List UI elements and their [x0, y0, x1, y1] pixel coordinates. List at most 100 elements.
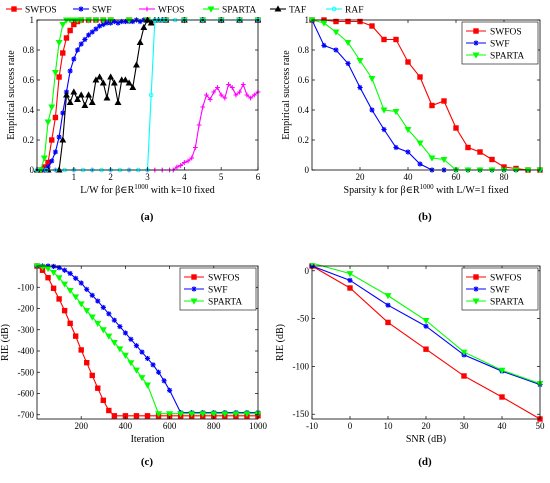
data-point-taf: [99, 79, 107, 86]
x-tick-label: 5: [219, 172, 224, 182]
data-point-wfos: [226, 82, 231, 87]
y-tick-label: 0.2: [298, 135, 309, 145]
data-point-swf: [93, 26, 99, 32]
legend-label: SPARTA: [490, 298, 524, 308]
data-point-swf: [56, 134, 62, 140]
data-point-swfos: [56, 74, 62, 80]
x-tick-label: 800: [207, 421, 221, 431]
legend-label: SPARTA: [222, 6, 256, 16]
data-point-swf: [111, 317, 117, 323]
data-point-sparta: [309, 263, 315, 267]
legend-label: RAF: [345, 6, 363, 16]
data-point-swf: [345, 60, 351, 67]
x-tick-label: 60: [452, 172, 462, 182]
data-point-wfos: [222, 95, 228, 101]
legend-label: SWFOS: [208, 274, 240, 284]
legend-label: TAF: [289, 6, 306, 16]
y-tick-label: -200: [18, 304, 35, 314]
data-point-sparta: [356, 58, 364, 65]
panel-label: (d): [418, 456, 432, 468]
data-point-taf: [125, 79, 133, 86]
legend-label: WFOS: [158, 6, 184, 16]
data-point-wfos: [229, 85, 235, 90]
data-point-wfos: [181, 160, 187, 165]
data-point-swf: [417, 161, 423, 167]
data-point-wfos: [192, 145, 198, 150]
data-point-swf: [89, 29, 95, 35]
data-point-taf: [132, 61, 140, 68]
legend-label: SWFOS: [25, 6, 57, 16]
data-point-swfos: [49, 137, 55, 143]
data-point-swf: [78, 41, 84, 47]
data-point-swf: [405, 149, 411, 155]
legend: SWFOS SWF SPARTA: [461, 21, 539, 65]
data-point-wfos: [251, 92, 257, 98]
legend-marker: [472, 52, 480, 59]
data-point-sparta: [99, 327, 107, 334]
data-point-wfos: [215, 85, 220, 90]
legend-label: SWFOS: [490, 274, 522, 284]
data-point-swfos: [78, 347, 84, 353]
data-point-sparta: [48, 104, 56, 111]
data-point-sparta: [94, 320, 102, 327]
data-point-sparta: [83, 308, 91, 315]
data-point-sparta: [380, 107, 388, 114]
x-axis-label-sup: 1000: [420, 183, 435, 191]
y-tick-label: -100: [293, 361, 310, 371]
data-point-swf: [71, 56, 77, 62]
data-point-swf: [82, 36, 88, 43]
data-point-taf: [74, 95, 81, 102]
data-point-sparta: [232, 411, 240, 418]
data-point-swfos: [405, 59, 411, 65]
data-point-swf: [137, 18, 143, 25]
data-point-swfos: [56, 296, 62, 302]
data-point-swfos: [345, 18, 351, 25]
x-axis-label-sup: 1000: [134, 183, 149, 191]
data-point-swf: [49, 158, 55, 164]
data-point-taf: [110, 79, 118, 86]
data-point-sparta: [127, 360, 135, 367]
plot-area-c: [34, 263, 261, 419]
y-tick-label: -400: [18, 346, 35, 356]
legend: SWFOS SWF SPARTA: [461, 267, 539, 311]
data-point-wfos: [185, 158, 191, 164]
legend-marker: [472, 298, 480, 305]
legend-marker: [473, 28, 479, 34]
data-point-swf: [119, 18, 125, 25]
data-point-swfos: [429, 102, 435, 109]
data-point-swf: [115, 20, 121, 26]
data-point-swf: [133, 343, 140, 349]
data-point-swfos: [133, 413, 140, 419]
data-point-wfos: [196, 122, 202, 128]
panel-label: (c): [141, 456, 154, 468]
data-point-sparta: [121, 352, 129, 359]
plot-frame: [36, 19, 259, 171]
data-point-sparta: [77, 301, 85, 308]
data-point-swf: [167, 387, 173, 393]
chart-b: 20 40 60 80 0 0.2 0.4 0.6 0.8 1 Sparsity k for β∈R…: [281, 15, 543, 223]
series-line-raf: [37, 19, 258, 171]
legend-label: SWF: [92, 6, 112, 16]
data-point-swf: [100, 304, 106, 311]
data-point-sparta: [199, 411, 207, 418]
data-point-swfos: [50, 285, 57, 292]
series-line-taf: [37, 19, 258, 171]
data-point-sparta: [61, 281, 69, 288]
data-point-swf: [56, 265, 62, 271]
data-point-sparta: [368, 76, 376, 83]
data-point-swf: [95, 298, 101, 304]
x-tick-label: 4: [182, 172, 187, 182]
data-point-swfos: [423, 346, 429, 352]
data-point-swf: [381, 126, 387, 133]
data-point-taf: [70, 88, 78, 95]
data-point-swfos: [333, 18, 339, 25]
y-axis-label: RIE (dB): [275, 324, 286, 361]
legend-marker: [207, 6, 215, 13]
data-point-swfos: [417, 74, 423, 80]
x-axis-label: SNR (dB): [406, 434, 446, 445]
y-tick-label: 0.4: [23, 105, 35, 115]
data-point-wfos: [248, 95, 254, 101]
legend-label: SPARTA: [208, 298, 242, 308]
data-point-swf: [89, 292, 95, 298]
